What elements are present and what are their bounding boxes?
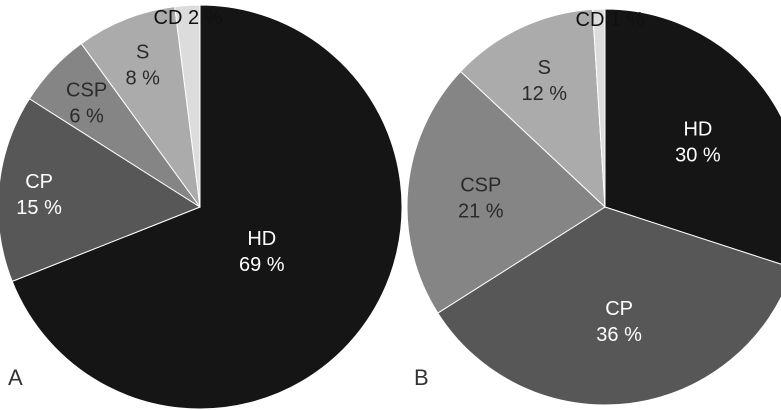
slice-value-csp: 21 % <box>458 200 504 222</box>
slice-label-s: S <box>136 41 149 63</box>
pie-slice-cp <box>0 98 202 283</box>
pie-chart-a: HD 69 % CP 15 % CSP 6 % S 8 % CD 2 % <box>0 4 403 410</box>
slice-value-s: 12 % <box>522 83 568 105</box>
pie-slice-cd <box>174 4 201 208</box>
pie-slice-cp <box>437 206 781 406</box>
slice-label-s: S <box>538 57 551 79</box>
slice-value-cp: 15 % <box>16 197 62 219</box>
slice-label-cd: CD 1 % <box>576 9 645 31</box>
panel-label-a: A <box>8 365 23 390</box>
slice-label-csp: CSP <box>66 80 107 102</box>
slice-label-hd: HD <box>683 119 712 141</box>
slice-label-cp: CP <box>605 298 633 320</box>
slice-label-cd: CD 2 % <box>154 7 223 29</box>
slice-value-csp: 6 % <box>69 106 104 128</box>
slice-label-hd: HD <box>247 228 276 250</box>
pie-slice-s <box>80 6 201 208</box>
pie-slice-cd <box>592 8 606 208</box>
panel-label-b: B <box>414 365 429 390</box>
slice-value-hd: 30 % <box>675 145 721 167</box>
slice-label-csp: CSP <box>460 174 501 196</box>
pie-slice-hd <box>604 8 781 265</box>
slice-value-cp: 36 % <box>596 324 642 346</box>
slice-value-hd: 69 % <box>239 254 285 276</box>
slice-value-s: 8 % <box>125 67 160 89</box>
slice-label-cp: CP <box>25 171 53 193</box>
pie-slice-hd <box>11 4 403 410</box>
pie-slice-s <box>459 8 606 209</box>
pie-chart-b: HD 30 % CP 36 % CSP 21 % S 12 % CD 1 % <box>406 8 781 406</box>
pie-slice-csp <box>406 70 606 314</box>
